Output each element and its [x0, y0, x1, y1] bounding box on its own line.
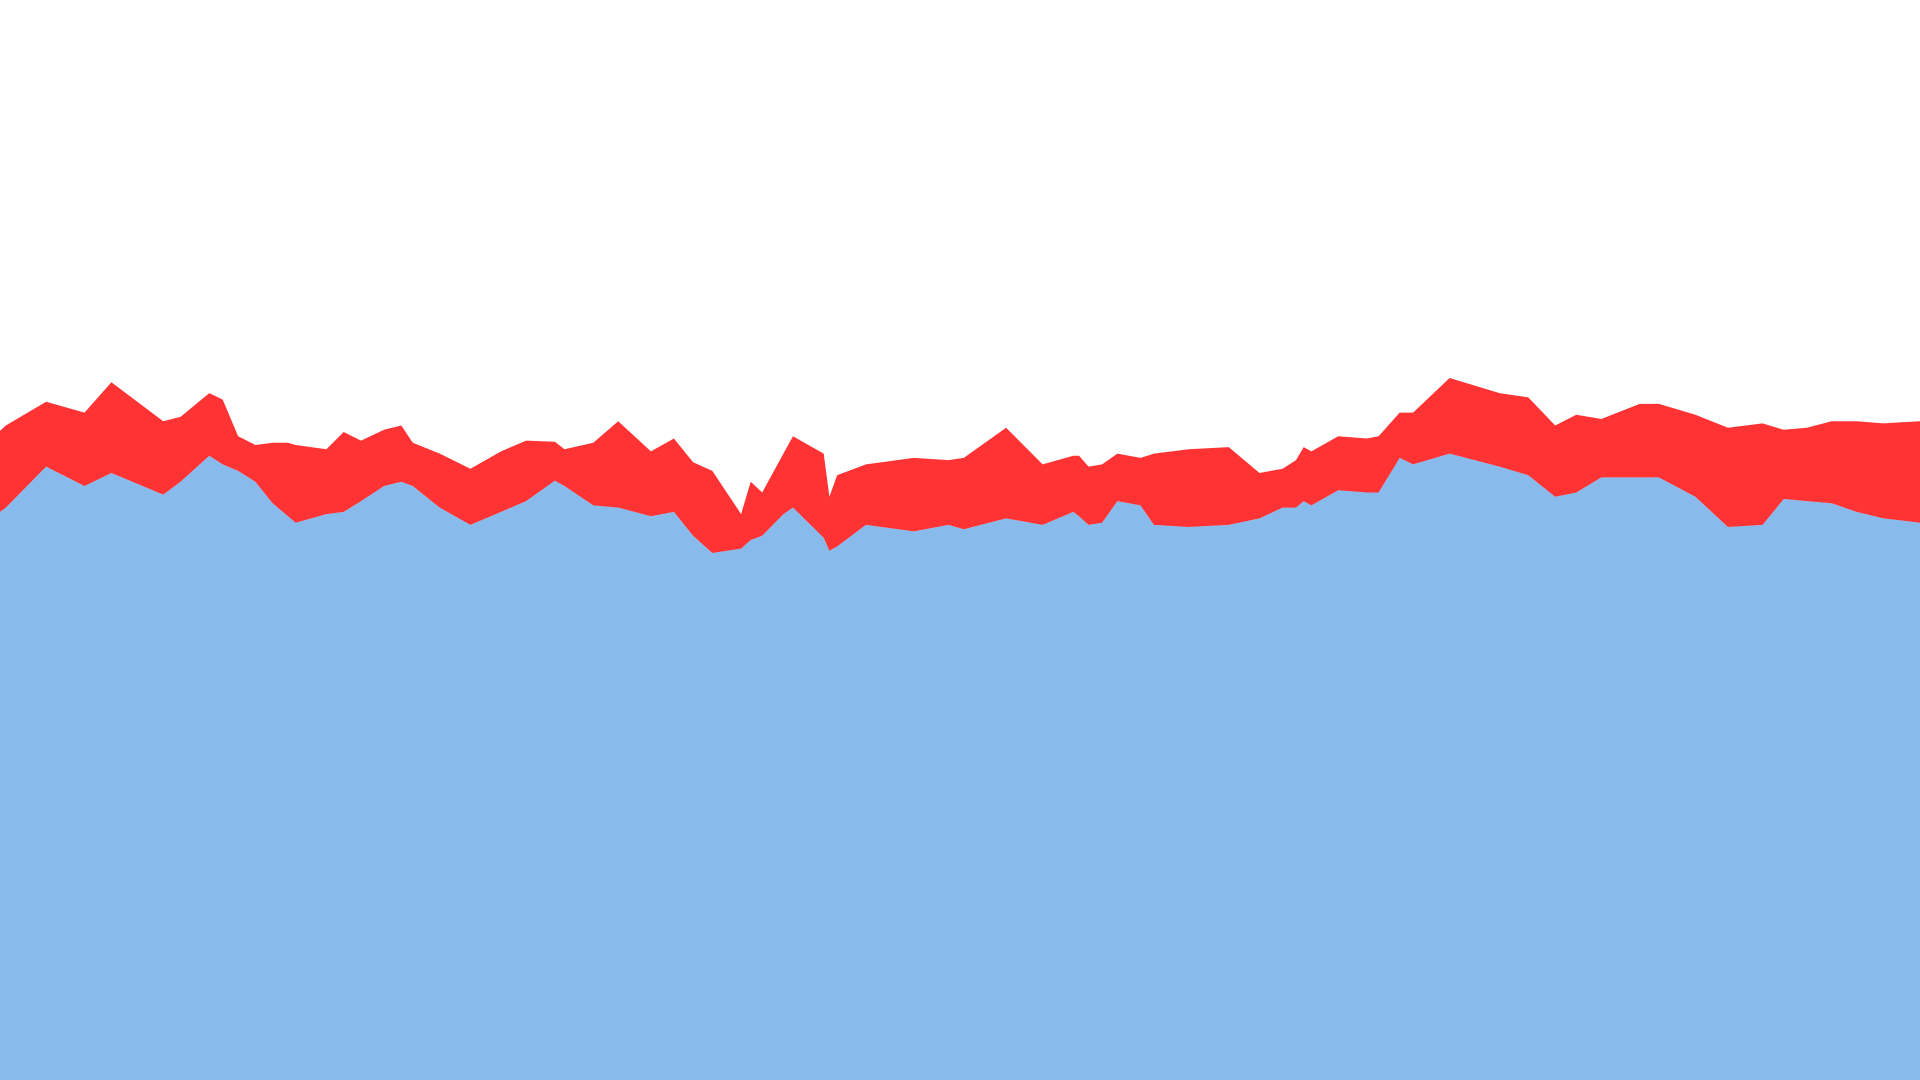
area-series-1	[0, 453, 1920, 1080]
series-layer	[0, 378, 1920, 1080]
area-series-2	[0, 378, 1920, 553]
